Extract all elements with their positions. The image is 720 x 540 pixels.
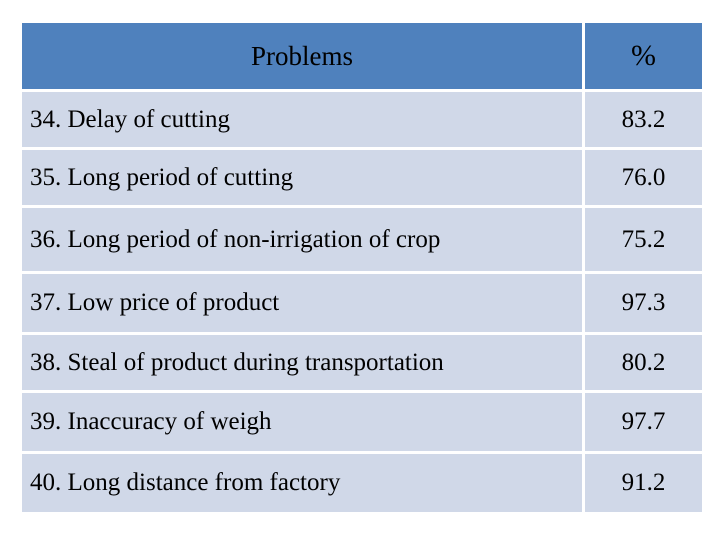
percent-cell: 91.2: [585, 454, 702, 512]
table-row: 35. Long period of cutting 76.0: [22, 150, 702, 205]
problem-cell: 34. Delay of cutting: [22, 92, 582, 147]
table-row: 37. Low price of product 97.3: [22, 274, 702, 332]
problem-cell: 40. Long distance from factory: [22, 454, 582, 512]
percent-cell: 83.2: [585, 92, 702, 147]
table-row: 39. Inaccuracy of weigh 97.7: [22, 393, 702, 451]
problem-cell: 36. Long period of non-irrigation of cro…: [22, 208, 582, 271]
percent-cell: 76.0: [585, 150, 702, 205]
percent-cell: 80.2: [585, 335, 702, 390]
problem-cell: 38. Steal of product during transportati…: [22, 335, 582, 390]
problem-cell: 35. Long period of cutting: [22, 150, 582, 205]
percent-cell: 75.2: [585, 208, 702, 271]
table-header-row: Problems %: [22, 23, 702, 89]
problem-cell: 39. Inaccuracy of weigh: [22, 393, 582, 451]
percent-cell: 97.3: [585, 274, 702, 332]
table-row: 40. Long distance from factory 91.2: [22, 454, 702, 512]
header-problems: Problems: [22, 23, 582, 89]
problems-table: Problems % 34. Delay of cutting 83.2 35.…: [22, 23, 702, 512]
percent-cell: 97.7: [585, 393, 702, 451]
table-row: 36. Long period of non-irrigation of cro…: [22, 208, 702, 271]
table-row: 34. Delay of cutting 83.2: [22, 92, 702, 147]
table-row: 38. Steal of product during transportati…: [22, 335, 702, 390]
problem-cell: 37. Low price of product: [22, 274, 582, 332]
header-percent: %: [585, 23, 702, 89]
